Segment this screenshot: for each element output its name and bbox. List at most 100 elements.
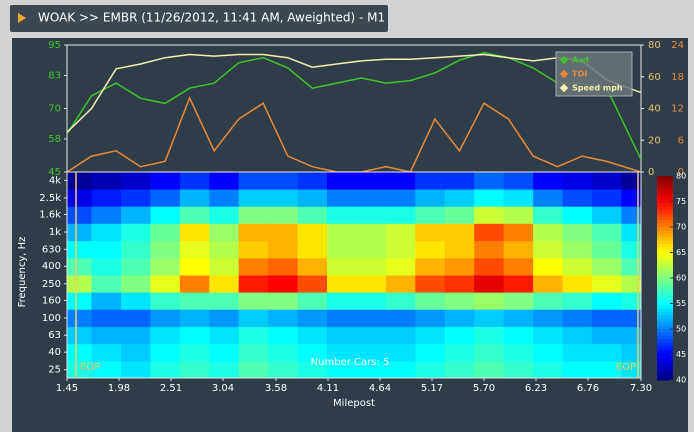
heatmap-cell <box>386 258 416 276</box>
heatmap-cell <box>563 206 593 224</box>
heatmap-cell <box>121 189 151 207</box>
colorbar-strip <box>657 298 673 302</box>
heatmap-cell <box>563 292 593 310</box>
heatmap-cell <box>268 309 298 327</box>
heatmap-cell <box>415 309 445 327</box>
colorbar-strip <box>657 363 673 367</box>
heatmap-cell <box>415 206 445 224</box>
heatmap-cell <box>239 172 269 190</box>
heatmap-cell <box>209 206 239 224</box>
heatmap-cell <box>121 327 151 345</box>
heatmap-cell <box>180 172 210 190</box>
heatmap-cell <box>268 189 298 207</box>
x-tick-label: 3.58 <box>265 383 287 394</box>
heatmap-cell <box>121 206 151 224</box>
heatmap-cell <box>121 258 151 276</box>
heatmap-cell <box>92 275 122 293</box>
heatmap-cell <box>504 258 534 276</box>
heatmap-cell <box>504 172 534 190</box>
heatmap-cell <box>504 309 534 327</box>
colorbar-strip <box>657 322 673 326</box>
y-tick-label: 40 <box>48 347 61 358</box>
heatmap-cell <box>150 309 180 327</box>
heatmap-cell <box>474 275 504 293</box>
heatmap-cell <box>504 275 534 293</box>
colorbar-strip <box>657 332 673 336</box>
heatmap-cell <box>474 258 504 276</box>
heatmap-cell <box>150 172 180 190</box>
heatmap-cell <box>563 327 593 345</box>
heatmap-cell <box>150 223 180 241</box>
heatmap-cell <box>327 206 357 224</box>
colorbar-strip <box>657 254 673 258</box>
colorbar-strip <box>657 295 673 299</box>
heatmap-cell <box>121 223 151 241</box>
annotation: EOP <box>616 362 636 373</box>
heatmap-cell <box>357 327 387 345</box>
colorbar-strip <box>657 278 673 282</box>
heatmap-cell <box>92 189 122 207</box>
y-tick-label: 630 <box>42 244 61 255</box>
x-tick-label: 1.98 <box>108 383 130 394</box>
heatmap-cell <box>504 292 534 310</box>
heatmap-cell <box>386 309 416 327</box>
y-tick-label: 60 <box>648 72 661 83</box>
heatmap-cell <box>592 327 622 345</box>
heatmap-cell <box>150 275 180 293</box>
colorbar-strip <box>657 281 673 285</box>
heatmap-cell <box>180 361 210 379</box>
colorbar-strip <box>657 264 673 268</box>
heatmap-cell <box>533 172 563 190</box>
heatmap-cell <box>357 241 387 259</box>
heatmap-cell <box>592 344 622 362</box>
heatmap-cell <box>563 344 593 362</box>
heatmap-cell <box>504 327 534 345</box>
heatmap-cell <box>415 258 445 276</box>
heatmap-cell <box>268 206 298 224</box>
heatmap-cell <box>533 223 563 241</box>
heatmap-cell <box>504 344 534 362</box>
y-tick-label: 400 <box>42 261 61 272</box>
colorbar-strip <box>657 370 673 374</box>
heatmap-cell <box>327 327 357 345</box>
heatmap-cell <box>298 292 328 310</box>
heatmap-cell <box>180 275 210 293</box>
colorbar-strip <box>657 315 673 319</box>
x-tick-label: 4.11 <box>317 383 339 394</box>
heatmap-cell <box>327 275 357 293</box>
heatmap-cell <box>445 292 475 310</box>
colorbar-strip <box>657 193 673 197</box>
heatmap-cell <box>445 258 475 276</box>
heatmap-cell <box>533 361 563 379</box>
heatmap-cell <box>445 344 475 362</box>
colorbar-strip <box>657 360 673 364</box>
colorbar-strip <box>657 312 673 316</box>
heatmap-cell <box>386 189 416 207</box>
heatmap-cell <box>386 275 416 293</box>
colorbar-strip <box>657 343 673 347</box>
colorbar-strip <box>657 217 673 221</box>
heatmap-cell <box>268 327 298 345</box>
x-tick-label: 1.45 <box>56 383 78 394</box>
y-tick-label: 12 <box>671 104 684 115</box>
colorbar-label: 75 <box>676 197 686 206</box>
heatmap-cell <box>209 344 239 362</box>
y-tick-label: 80 <box>648 40 661 51</box>
heatmap-cell <box>386 223 416 241</box>
x-tick-label: 5.17 <box>421 383 443 394</box>
heatmap-cell <box>357 258 387 276</box>
heatmap-cell <box>357 223 387 241</box>
heatmap-cell <box>121 309 151 327</box>
heatmap-cell <box>298 172 328 190</box>
heatmap-cell <box>268 275 298 293</box>
heatmap-cell <box>563 361 593 379</box>
colorbar-strip <box>657 196 673 200</box>
colorbar-strip <box>657 234 673 238</box>
colorbar-strip <box>657 349 673 353</box>
heatmap-cell <box>268 241 298 259</box>
heatmap-cell <box>268 223 298 241</box>
x-axis-title: Milepost <box>333 398 375 409</box>
heatmap-cell <box>150 292 180 310</box>
heatmap-cell <box>592 309 622 327</box>
heatmap-cell <box>563 258 593 276</box>
